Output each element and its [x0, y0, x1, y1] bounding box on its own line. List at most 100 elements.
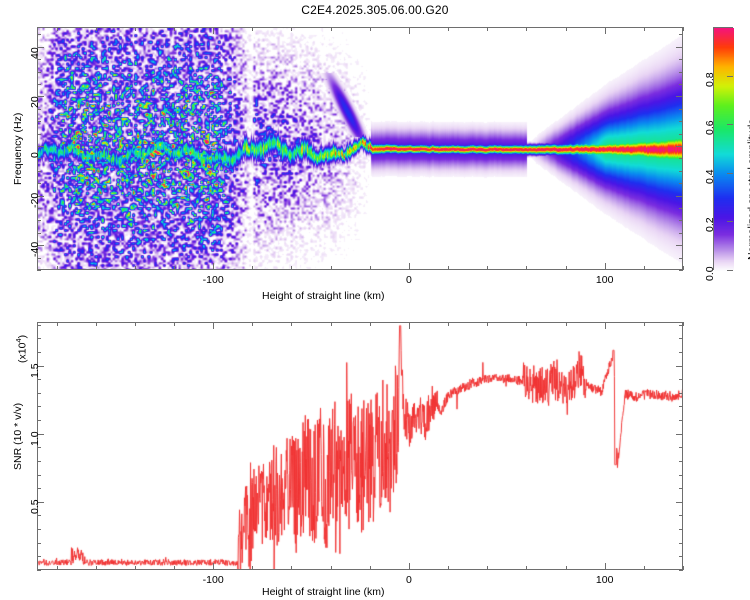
- axis-tick: [369, 27, 371, 31]
- axis-tick: [37, 324, 41, 326]
- snr-mult-close: ): [16, 334, 29, 339]
- axis-tick: [526, 322, 528, 326]
- axis-tick: [679, 420, 683, 422]
- x-tick-label: 100: [595, 574, 614, 586]
- axis-tick: [679, 133, 683, 135]
- axis-tick: [369, 322, 371, 326]
- axis-tick: [213, 27, 215, 34]
- axis-tick: [37, 447, 41, 449]
- axis-tick: [56, 266, 58, 270]
- axis-tick: [134, 322, 136, 326]
- axis-tick: [408, 263, 410, 270]
- axis-tick: [643, 566, 645, 570]
- colorbar-tick: [727, 124, 733, 126]
- axis-tick: [408, 27, 410, 34]
- axis-tick: [174, 266, 176, 270]
- axis-tick: [679, 570, 683, 571]
- colorbar-tick: [727, 75, 733, 77]
- axis-tick: [213, 263, 215, 270]
- colorbar-axis-label: Normalized spectral amplitude: [746, 118, 750, 260]
- axis-tick: [291, 566, 293, 570]
- axis-tick: [95, 322, 97, 326]
- colorbar-tick: [727, 172, 733, 174]
- axis-tick: [676, 365, 683, 367]
- spectrogram-image: [38, 28, 682, 269]
- axis-tick: [37, 96, 44, 98]
- axis-tick: [37, 542, 41, 544]
- colorbar-canvas: [714, 28, 734, 271]
- axis-tick: [487, 322, 489, 326]
- snr-y-multiplier: (x104): [14, 335, 29, 363]
- axis-tick: [448, 266, 450, 270]
- axis-tick: [174, 27, 176, 31]
- axis-tick: [37, 460, 41, 462]
- axis-tick: [643, 27, 645, 31]
- axis-tick: [134, 566, 136, 570]
- axis-tick: [526, 566, 528, 570]
- axis-tick: [174, 322, 176, 326]
- axis-tick: [134, 266, 136, 270]
- axis-tick: [676, 245, 683, 247]
- figure-title: C2E4.2025.305.06.00.G20: [301, 3, 449, 17]
- axis-tick: [683, 266, 684, 270]
- axis-tick: [526, 27, 528, 31]
- axis-tick: [679, 208, 683, 209]
- y-tick-label: 0.5: [29, 499, 41, 514]
- spectrogram-y-axis-label: Frequency (Hz): [12, 112, 24, 185]
- axis-tick: [604, 263, 606, 270]
- axis-tick: [291, 322, 293, 326]
- axis-tick: [676, 501, 683, 503]
- axis-tick: [676, 195, 683, 197]
- axis-tick: [37, 351, 41, 353]
- axis-tick: [448, 322, 450, 326]
- axis-tick: [291, 266, 293, 270]
- x-tick-label: 100: [595, 274, 614, 286]
- x-tick-label: 0: [406, 274, 412, 286]
- colorbar-tick: [727, 221, 733, 223]
- spectrogram-x-axis-label: Height of straight line (km): [262, 290, 385, 302]
- axis-tick: [679, 474, 683, 476]
- y-tick-label: 0: [29, 152, 41, 159]
- axis-tick: [487, 266, 489, 270]
- axis-tick: [679, 379, 683, 381]
- axis-tick: [252, 322, 254, 326]
- axis-tick: [679, 257, 683, 259]
- axis-tick: [676, 46, 683, 48]
- axis-tick: [679, 488, 683, 490]
- axis-tick: [37, 488, 41, 490]
- axis-tick: [679, 392, 683, 394]
- axis-tick: [679, 59, 683, 61]
- axis-tick: [604, 563, 606, 570]
- colorbar-tick-label: 0.2: [704, 217, 716, 233]
- axis-tick: [37, 59, 41, 61]
- axis-tick: [683, 27, 684, 31]
- colorbar-tick: [727, 270, 733, 271]
- axis-tick: [37, 420, 41, 422]
- axis-tick: [37, 406, 41, 408]
- snr-plot-area[interactable]: [37, 322, 683, 570]
- axis-tick: [679, 556, 683, 558]
- axis-tick: [676, 96, 683, 98]
- colorbar-gradient[interactable]: [713, 27, 734, 271]
- axis-tick: [679, 406, 683, 408]
- axis-tick: [37, 183, 41, 185]
- axis-tick: [565, 266, 567, 270]
- axis-tick: [679, 447, 683, 449]
- axis-tick: [679, 121, 683, 123]
- axis-tick: [37, 570, 41, 571]
- axis-tick: [369, 566, 371, 570]
- axis-tick: [37, 365, 44, 367]
- axis-tick: [37, 84, 41, 86]
- axis-tick: [56, 322, 58, 326]
- axis-tick: [643, 266, 645, 270]
- axis-tick: [679, 542, 683, 544]
- spectrogram-plot-area[interactable]: [37, 27, 683, 270]
- axis-tick: [37, 338, 41, 340]
- axis-tick: [134, 27, 136, 31]
- axis-tick: [37, 220, 41, 222]
- y-tick-label: 1.0: [29, 431, 41, 446]
- axis-tick: [683, 566, 684, 570]
- colorbar-tick-label: 0.6: [704, 120, 716, 136]
- axis-tick: [679, 170, 683, 172]
